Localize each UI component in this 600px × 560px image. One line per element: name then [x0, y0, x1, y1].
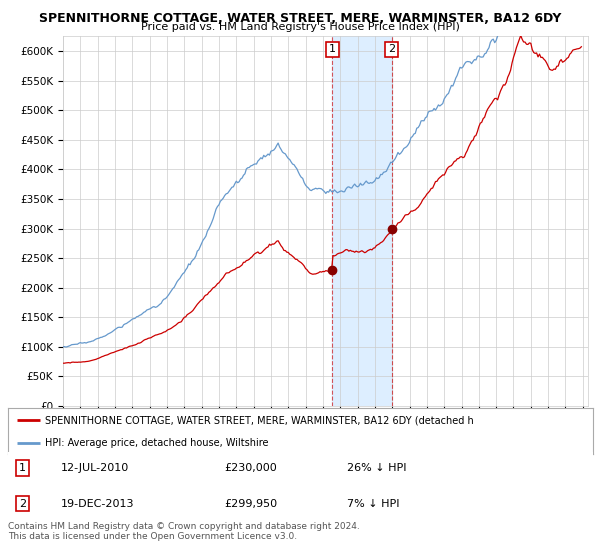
Text: 19-DEC-2013: 19-DEC-2013	[61, 498, 134, 508]
Text: 7% ↓ HPI: 7% ↓ HPI	[347, 498, 400, 508]
Text: 12-JUL-2010: 12-JUL-2010	[61, 463, 128, 473]
Text: Contains HM Land Registry data © Crown copyright and database right 2024.
This d: Contains HM Land Registry data © Crown c…	[8, 522, 359, 542]
Bar	[332, 36, 392, 406]
Text: HPI: Average price, detached house, Wiltshire: HPI: Average price, detached house, Wilt…	[44, 438, 268, 449]
Text: 1: 1	[329, 44, 336, 54]
Text: SPENNITHORNE COTTAGE, WATER STREET, MERE, WARMINSTER, BA12 6DY (detached h: SPENNITHORNE COTTAGE, WATER STREET, MERE…	[44, 415, 473, 425]
Text: SPENNITHORNE COTTAGE, WATER STREET, MERE, WARMINSTER, BA12 6DY: SPENNITHORNE COTTAGE, WATER STREET, MERE…	[39, 12, 561, 25]
Text: £230,000: £230,000	[224, 463, 277, 473]
Text: 1: 1	[19, 463, 26, 473]
Text: Price paid vs. HM Land Registry's House Price Index (HPI): Price paid vs. HM Land Registry's House …	[140, 22, 460, 32]
Text: £299,950: £299,950	[224, 498, 277, 508]
Text: 26% ↓ HPI: 26% ↓ HPI	[347, 463, 407, 473]
Text: 2: 2	[19, 498, 26, 508]
Text: 2: 2	[388, 44, 395, 54]
